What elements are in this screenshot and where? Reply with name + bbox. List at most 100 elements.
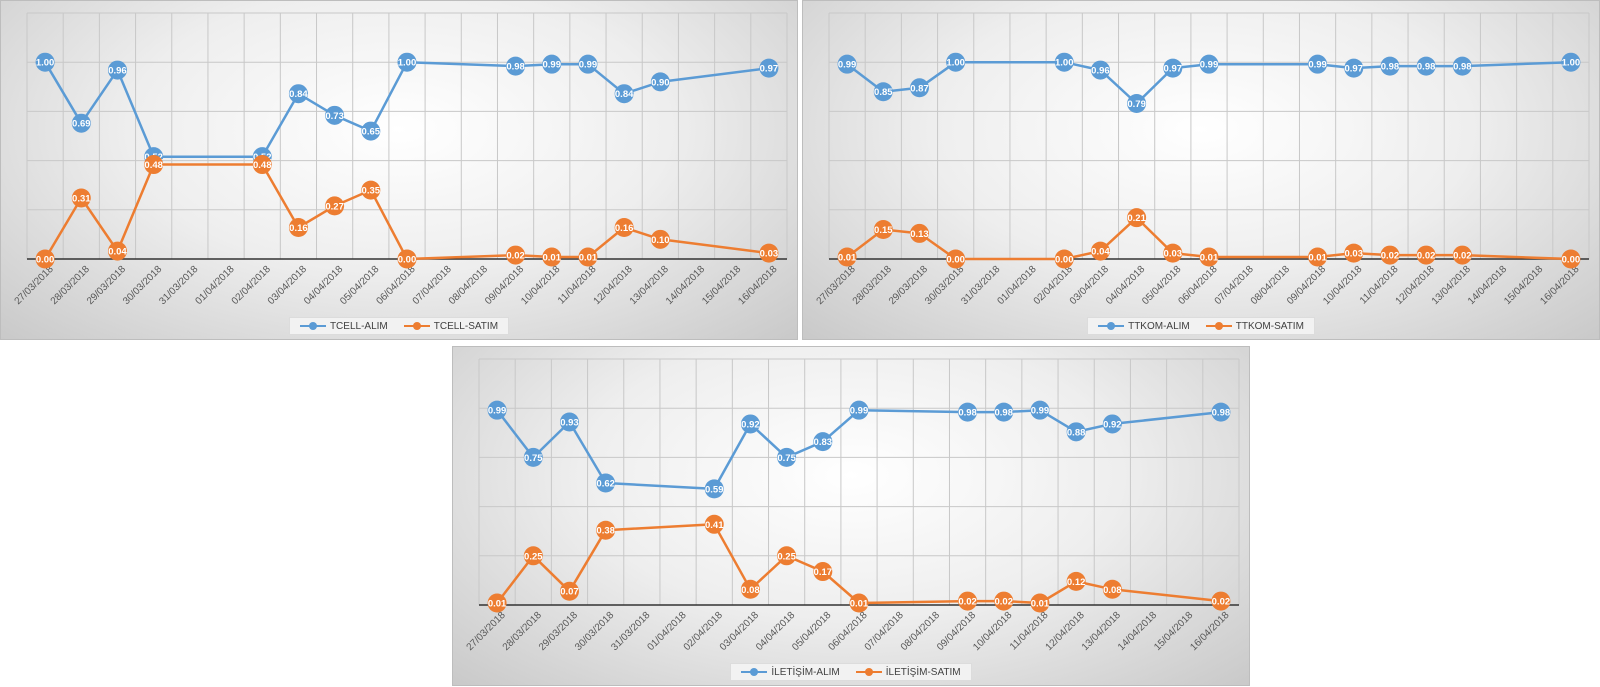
data-point [614,84,634,104]
data-point [1163,243,1183,263]
data-label: 0.10 [651,235,670,246]
data-label: 0.90 [651,77,670,88]
data-point [523,546,543,566]
data-point [487,400,507,420]
data-label: 0.02 [1212,597,1231,608]
data-label: 0.83 [814,437,833,448]
data-point [1127,94,1147,114]
data-label: 0.59 [705,484,724,495]
data-point [578,247,598,267]
x-tick-label: 16/04/2018 [1188,610,1231,653]
data-label: 0.41 [705,520,724,531]
data-label: 0.99 [543,60,562,71]
legend-label: TCELL-ALIM [329,320,388,332]
chart-legend: TTKOM-ALIM TTKOM-SATIM [803,317,1599,335]
data-label: 0.84 [615,89,634,100]
data-point [1066,571,1086,591]
legend-entry-satim: TTKOM-SATIM [1205,321,1304,332]
data-label: 0.08 [1103,585,1122,596]
data-point [849,593,869,613]
data-label: 0.01 [488,599,507,610]
chart-panel-iletisim: 27/03/2018 28/03/2018 29/03/2018 30/03/2018… [452,346,1250,686]
legend-entry-alim: TCELL-ALIM [299,320,388,332]
data-label: 0.84 [289,89,308,100]
data-label: 0.02 [958,597,977,608]
data-label: 0.79 [1127,99,1146,110]
data-point [578,54,598,74]
data-label: 0.73 [325,111,344,122]
data-label: 0.88 [1067,427,1086,438]
data-point [361,180,381,200]
data-label: 0.01 [543,253,562,264]
series-alim: 1.000.690.960.520.520.840.730.651.000.98… [35,52,779,167]
data-label: 0.75 [777,453,796,464]
legend-label: İLETİŞİM-SATIM [885,666,961,678]
data-point [1066,422,1086,442]
data-label: 0.38 [596,526,615,537]
data-point [1380,56,1400,76]
data-label: 0.98 [506,62,525,73]
data-point [107,241,127,261]
data-point [559,412,579,432]
data-point [1102,414,1122,434]
legend-label: TCELL-SATIM [433,320,499,332]
data-label: 0.98 [1453,62,1472,73]
data-label: 0.69 [72,119,91,130]
data-label: 0.97 [760,64,779,75]
series-satim: 0.00 0.31 0.04 0.48 0.48 0.16 0.27 0.35 0.00 0.02… [35,155,779,269]
data-point [1090,60,1110,80]
data-point [1163,58,1183,78]
data-label: 0.48 [144,160,163,171]
data-label: 0.48 [253,160,272,171]
data-point [958,402,978,422]
data-label: 0.00 [36,255,55,266]
data-label: 1.00 [946,58,965,69]
legend-marker-icon [299,322,326,330]
data-label: 0.00 [398,255,417,266]
data-point [397,52,417,72]
data-point [542,247,562,267]
data-label: 0.00 [1055,255,1074,266]
chart-panel-tcell: 27/03/2018 28/03/2018 29/03/2018 30/03/2018… [0,0,798,340]
data-label: 0.00 [1562,255,1581,266]
data-label: 0.25 [524,551,543,562]
data-point [994,591,1014,611]
data-point [506,245,526,265]
data-label: 0.99 [838,60,857,71]
data-point [777,546,797,566]
data-label: 1.00 [36,58,55,69]
data-point [740,579,760,599]
data-label: 0.01 [1308,253,1327,264]
data-label: 0.02 [1453,251,1472,262]
data-label: 0.92 [741,419,760,430]
data-point [596,473,616,493]
legend-marker-icon [855,668,882,676]
series-alim: 0.99 0.85 0.87 1.00 1.00 0.96 0.79 0.97 0.99 0.99… [837,52,1581,114]
data-point [1561,249,1581,269]
data-point [35,249,55,269]
data-label: 0.98 [1381,62,1400,73]
data-label: 0.02 [506,251,525,262]
data-label: 0.98 [1417,62,1436,73]
line-chart-ttkom: 27/03/201828/03/201829/03/201830/03/2018… [815,12,1590,307]
data-label: 0.98 [958,408,977,419]
x-tick-label: 10/04/2018 [1321,264,1364,307]
data-label: 0.00 [946,255,965,266]
data-point [1416,245,1436,265]
data-point [994,402,1014,422]
data-label: 0.31 [72,193,91,204]
data-point [35,52,55,72]
data-label: 0.01 [838,253,857,264]
data-label: 1.00 [1562,58,1581,69]
data-point [837,54,857,74]
legend-marker-icon [741,668,768,676]
data-point [71,113,91,133]
data-label: 0.03 [1164,249,1183,260]
data-point [1380,245,1400,265]
data-point [873,82,893,102]
legend-entry-alim: TTKOM-ALIM [1098,321,1190,332]
data-label: 0.13 [910,229,929,240]
data-point [1030,593,1050,613]
data-point [596,520,616,540]
data-point [542,54,562,74]
